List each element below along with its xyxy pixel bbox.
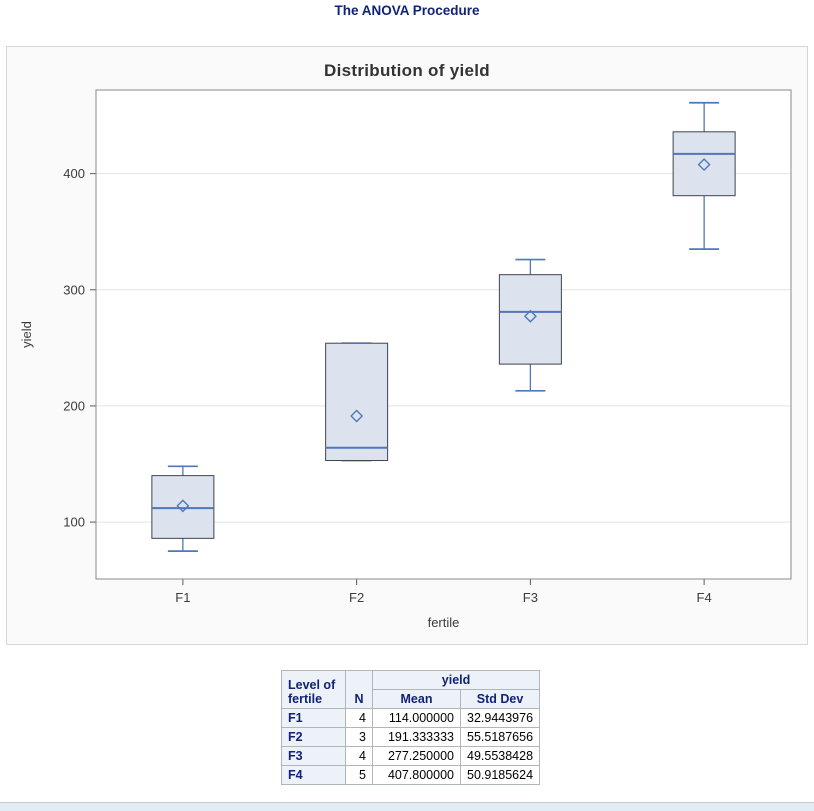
summary-table: Level of fertile N yield Mean Std Dev F1… (281, 670, 541, 785)
level-cell: F2 (281, 727, 346, 747)
boxplot-svg: 100 200 300 400 F1 F2 F3 F4 (63, 89, 792, 605)
stddev-cell: 55.5187656 (459, 727, 541, 747)
col-header-level: Level of fertile (281, 670, 346, 709)
svg-text:F4: F4 (697, 590, 712, 605)
level-cell: F4 (281, 765, 346, 785)
svg-text:F3: F3 (523, 590, 538, 605)
mean-cell: 114.000000 (372, 708, 461, 728)
stddev-cell: 32.9443976 (459, 708, 541, 728)
partial-table-top-strip (0, 802, 814, 811)
summary-table-head: Level of fertile N yield Mean Std Dev (281, 670, 541, 709)
n-cell: 3 (345, 727, 373, 747)
svg-text:300: 300 (63, 282, 85, 297)
n-cell: 5 (345, 765, 373, 785)
table-row: F4 5 407.800000 50.9185624 (281, 765, 541, 785)
summary-table-body: F1 4 114.000000 32.9443976 F2 3 191.333333 55.5… (281, 708, 541, 785)
col-header-group-yield: yield (371, 670, 541, 690)
level-cell: F3 (281, 746, 346, 766)
n-cell: 4 (345, 708, 373, 728)
table-row: F3 4 277.250000 49.5538428 (281, 746, 541, 766)
boxplot-panel: Distribution of yield yield 100 200 300 400… (6, 46, 808, 645)
x-axis-label: fertile (427, 615, 460, 630)
table-row: F2 3 191.333333 55.5187656 (281, 727, 541, 747)
svg-text:200: 200 (63, 398, 85, 413)
svg-text:400: 400 (63, 166, 85, 181)
stddev-cell: 49.5538428 (459, 746, 541, 766)
col-header-mean: Mean (372, 689, 461, 709)
col-header-stddev: Std Dev (459, 689, 541, 709)
stddev-cell: 50.9185624 (459, 765, 541, 785)
mean-cell: 277.250000 (372, 746, 461, 766)
n-cell: 4 (345, 746, 373, 766)
col-header-n: N (345, 670, 373, 709)
mean-cell: 191.333333 (372, 727, 461, 747)
svg-text:F1: F1 (175, 590, 190, 605)
page-title: The ANOVA Procedure (334, 3, 480, 18)
table-row: F1 4 114.000000 32.9443976 (281, 708, 541, 728)
level-cell: F1 (281, 708, 346, 728)
mean-cell: 407.800000 (372, 765, 461, 785)
svg-text:100: 100 (63, 515, 85, 530)
chart-title: Distribution of yield (324, 61, 490, 80)
svg-text:F2: F2 (349, 590, 364, 605)
